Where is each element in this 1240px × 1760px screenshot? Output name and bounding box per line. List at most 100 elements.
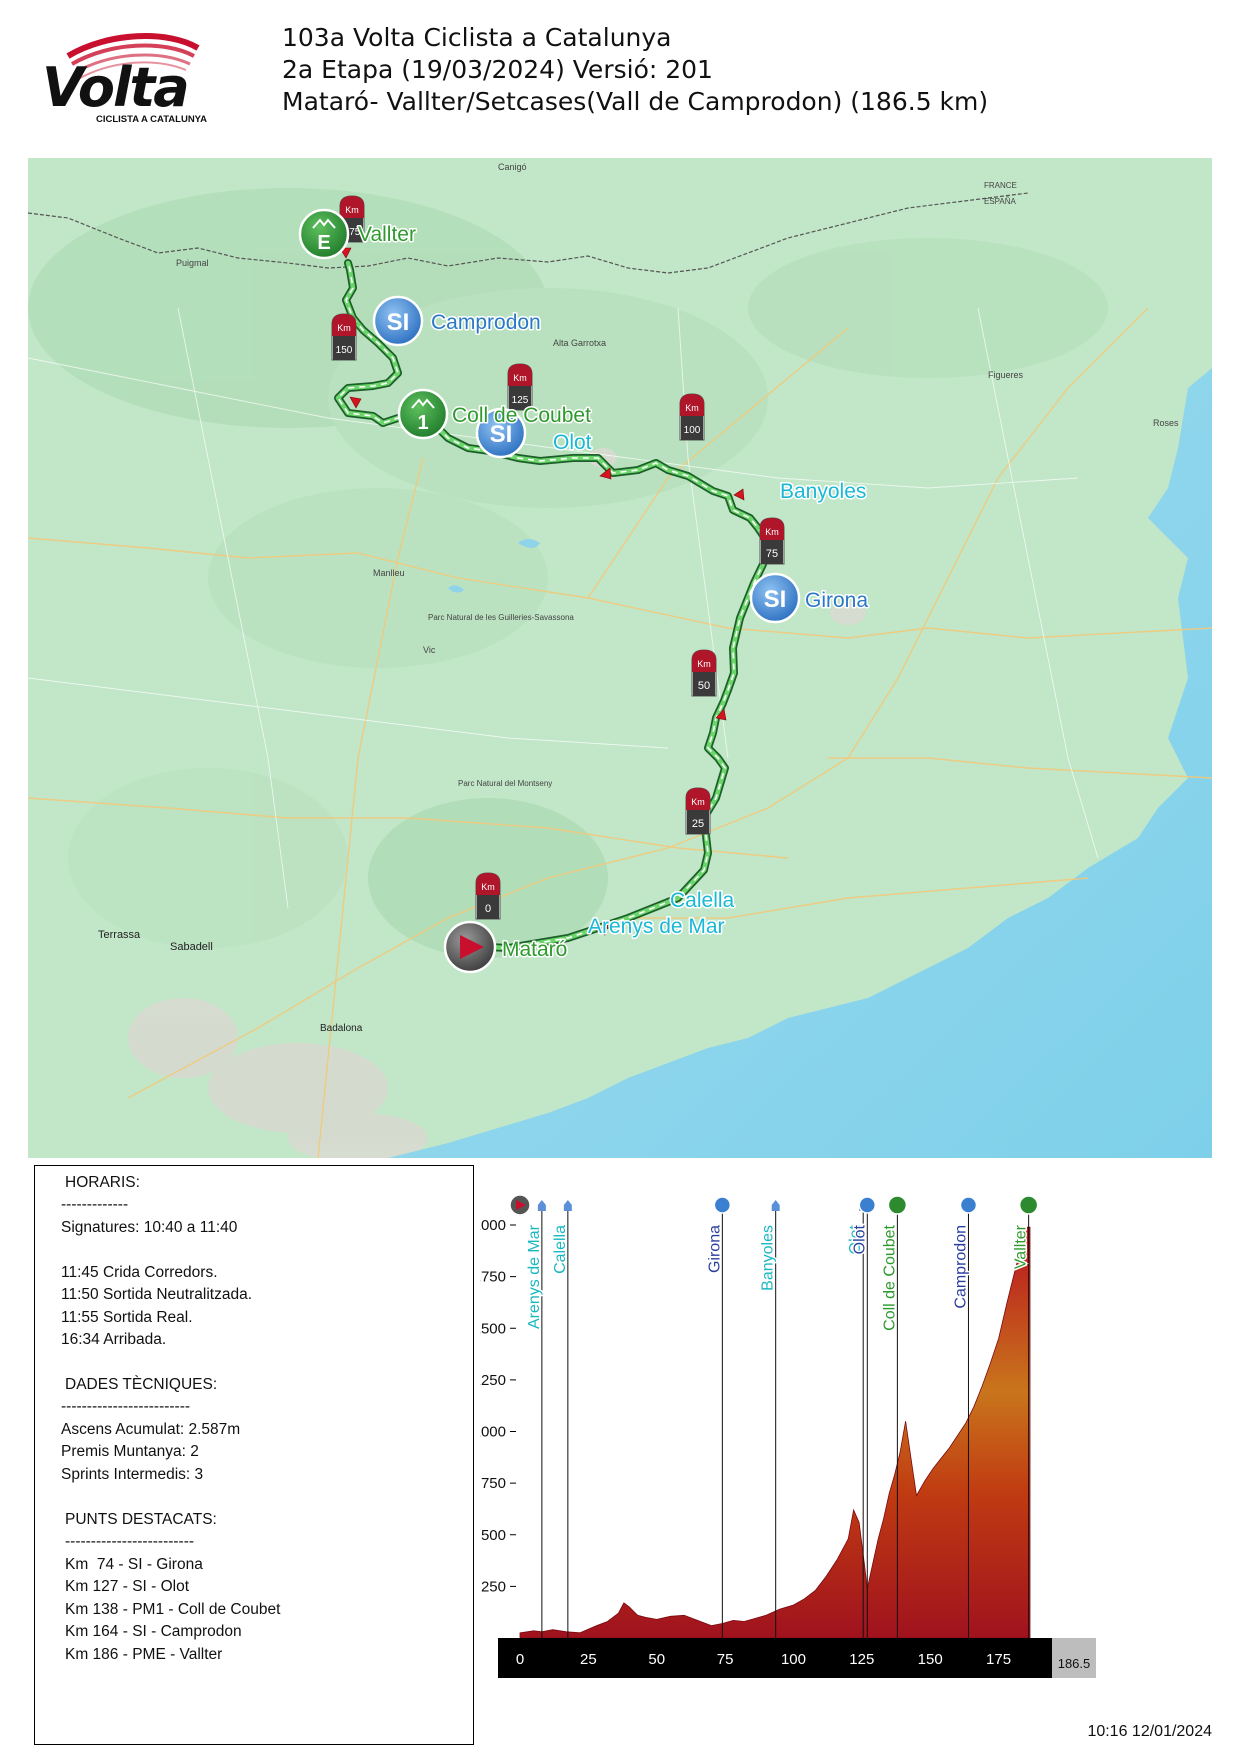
- punts-item: Km 74 - SI - Girona: [65, 1556, 203, 1573]
- logo-swoosh-icon: [66, 33, 200, 79]
- place-name-calella[interactable]: Calella: [669, 888, 737, 914]
- punts-title: PUNTS DESTACATS:: [65, 1511, 217, 1528]
- stage-title-block: 103a Volta Ciclista a Catalunya 2a Etapa…: [282, 22, 988, 118]
- y-tick-label: 1750: [480, 1269, 506, 1286]
- km-marker-value: 75: [766, 548, 778, 560]
- dades-item: Ascens Acumulat: 2.587m: [61, 1421, 241, 1438]
- x-tick-label: 25: [580, 1651, 597, 1668]
- punts-item: Km 138 - PM1 - Coll de Coubet: [65, 1601, 281, 1618]
- y-tick-label: 1250: [480, 1372, 506, 1389]
- punts-item: Km 164 - SI - Camprodon: [65, 1623, 242, 1640]
- urban-areas: [128, 448, 866, 1158]
- sprint-marker-label: SI: [387, 309, 410, 336]
- race-title: 103a Volta Ciclista a Catalunya: [282, 23, 672, 52]
- x-tick-label: 75: [717, 1651, 734, 1668]
- start-flag-icon: [460, 935, 484, 959]
- km-marker-top: Km: [691, 797, 705, 807]
- map-label: Badalona: [320, 1023, 363, 1034]
- map-label: Parc Natural del Montseny: [458, 779, 552, 788]
- km-marker-top: Km: [513, 373, 527, 383]
- start-marker[interactable]: [443, 920, 497, 974]
- sprint-marker-olot[interactable]: SI: [475, 407, 527, 459]
- sprint-marker-girona[interactable]: SI: [749, 572, 801, 624]
- sprint-icon: [959, 1196, 978, 1214]
- y-tick-label: 2000: [480, 1217, 506, 1234]
- logo-subtext: CICLISTA A CATALUNYA: [96, 114, 207, 125]
- direction-arrow-icon: [715, 708, 727, 721]
- profile-marker-label: Vallter: [1013, 1224, 1030, 1269]
- y-tick-label: 1000: [480, 1424, 506, 1441]
- place-name-vallter[interactable]: Vallter: [357, 222, 418, 248]
- stage-route: Mataró- Vallter/Setcases(Vall de Camprod…: [282, 87, 989, 116]
- map-label: Puigmal: [176, 258, 209, 268]
- punts-item: Km 186 - PME - Vallter: [65, 1646, 223, 1663]
- sprint-marker-camprodon[interactable]: SI: [372, 295, 424, 347]
- x-tick-label: 125: [849, 1651, 874, 1668]
- minor-roads: [28, 307, 1099, 909]
- place-name-coll-de-coubet[interactable]: Coll de Coubet: [451, 403, 593, 429]
- map-label: FRANCE: [984, 181, 1017, 190]
- km-marker-top: Km: [345, 205, 359, 215]
- elevation-area: [519, 1226, 1031, 1639]
- route-map[interactable]: Canigó Puigmal Alta Garrotxa Sabadell Te…: [28, 158, 1212, 1158]
- map-label: Manlleu: [373, 568, 405, 578]
- profile-marker-label: Banyoles: [760, 1225, 777, 1291]
- profile-marker-label: Coll de Coubet: [881, 1224, 898, 1330]
- town-icon: [771, 1200, 780, 1211]
- map-label: Parc Natural de les Guilleries-Savassona: [428, 613, 574, 622]
- punts-item: Km 127 - SI - Olot: [65, 1578, 190, 1595]
- map-label: Roses: [1153, 418, 1179, 428]
- stage-date-version: 2a Etapa (19/03/2024) Versió: 201: [282, 55, 713, 84]
- dades-rule: -------------------------: [61, 1398, 191, 1415]
- town-icon: [537, 1200, 546, 1211]
- place-name-camprodon[interactable]: Camprodon: [430, 310, 543, 336]
- km-marker-top: Km: [765, 527, 779, 537]
- sea: [388, 368, 1212, 1158]
- france-spain-border: [28, 192, 1029, 274]
- elevation-profile: 25050075010001250150017502000 Arenys de …: [473, 1165, 1220, 1755]
- horaris-rule: -------------: [61, 1196, 129, 1213]
- finish-icon: [1018, 1195, 1039, 1215]
- x-tick-label: 0: [516, 1651, 524, 1668]
- dades-item: Premis Muntanya: 2: [61, 1443, 199, 1460]
- terrain-shading: [28, 188, 1108, 958]
- profile-marker-label: Olot: [851, 1224, 868, 1254]
- route-line: [335, 260, 771, 951]
- place-name-arenys-de-mar[interactable]: Arenys de Mar: [587, 914, 727, 940]
- map-label: Canigó: [498, 162, 527, 172]
- signatures: Signatures: 10:40 a 11:40: [61, 1219, 238, 1236]
- total-km-box: [1052, 1638, 1096, 1678]
- finish-marker[interactable]: E: [298, 208, 350, 260]
- profile-marker-label: Olot: [847, 1224, 864, 1254]
- km-marker-value: 125: [512, 395, 529, 406]
- map-label: Vic: [423, 645, 436, 655]
- mountain-marker-coll-de-coubet[interactable]: 1: [397, 388, 449, 440]
- schedule-item: 11:55 Sortida Real.: [61, 1309, 193, 1326]
- map-label: Figueres: [988, 370, 1024, 380]
- km-marker-value: 0: [485, 903, 491, 915]
- place-name-banyoles[interactable]: Banyoles: [779, 479, 868, 505]
- dades-title: DADES TÈCNIQUES:: [65, 1376, 218, 1393]
- km-marker-top: Km: [337, 323, 351, 333]
- direction-arrow-icon: [599, 467, 612, 480]
- place-name-olot[interactable]: Olot: [552, 430, 594, 456]
- place-name-mataro[interactable]: Mataró: [501, 937, 569, 963]
- sprint-marker-label: SI: [490, 421, 513, 448]
- sprint-icon: [713, 1196, 732, 1214]
- mountain-icon: [312, 218, 336, 229]
- y-tick-label: 1500: [480, 1320, 506, 1337]
- place-names: Vallter Camprodon Coll de Coubet Olot Ba…: [357, 222, 870, 963]
- start-flag-icon: [516, 1200, 526, 1210]
- place-name-girona[interactable]: Girona: [804, 588, 870, 614]
- stage-info-box: HORARIS: ------------- Signatures: 10:40…: [34, 1165, 474, 1745]
- x-tick-label: 100: [781, 1651, 806, 1668]
- schedule-item: 11:50 Sortida Neutralitzada.: [61, 1286, 252, 1303]
- km-marker-50: Km 50: [691, 649, 717, 697]
- schedule-item: 11:45 Crida Corredors.: [61, 1264, 218, 1281]
- km-marker-100: Km 100: [679, 393, 705, 441]
- direction-arrow-icon: [595, 924, 609, 936]
- elevation-profile-chart: 25050075010001250150017502000 Arenys de …: [473, 1194, 1096, 1678]
- profile-marker-label: Girona: [706, 1225, 723, 1273]
- km-marker-top: Km: [481, 882, 495, 892]
- map-labels: Canigó Puigmal Alta Garrotxa Sabadell Te…: [98, 162, 1179, 1034]
